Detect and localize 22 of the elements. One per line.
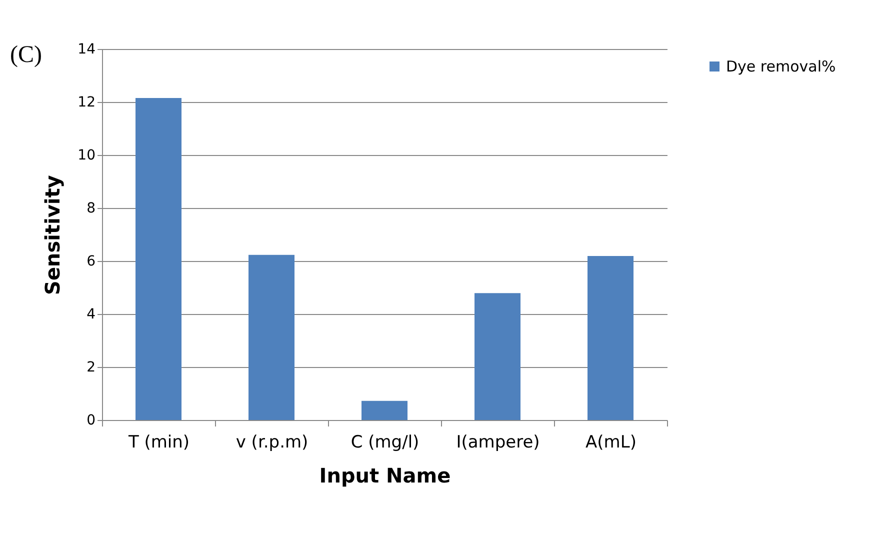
y-tick-label: 6: [86, 254, 96, 270]
legend-label: Dye removal%: [726, 58, 836, 76]
bar: [588, 256, 634, 420]
y-tick-label: 14: [78, 42, 96, 58]
x-axis-title: Input Name: [319, 464, 451, 488]
y-tick-label: 10: [78, 148, 96, 164]
bar: [136, 98, 182, 420]
x-tick-label: v (r.p.m): [236, 432, 308, 452]
bar: [474, 293, 520, 420]
y-axis-title: Sensitivity: [40, 175, 65, 295]
y-tick-label: 2: [86, 360, 96, 376]
y-tick-label: 0: [86, 412, 96, 428]
x-tick-label: C (mg/l): [350, 432, 420, 452]
bar: [248, 254, 294, 420]
x-tick-label: I(ampere): [456, 432, 540, 452]
bar: [362, 400, 408, 420]
x-tick-label: T (min): [127, 432, 190, 452]
x-tick-label: A(mL): [586, 432, 636, 452]
y-tick-label: 4: [86, 306, 96, 322]
y-tick-label: 8: [86, 200, 96, 216]
chart-title: (C): [10, 42, 42, 68]
y-tick-label: 12: [78, 94, 96, 110]
